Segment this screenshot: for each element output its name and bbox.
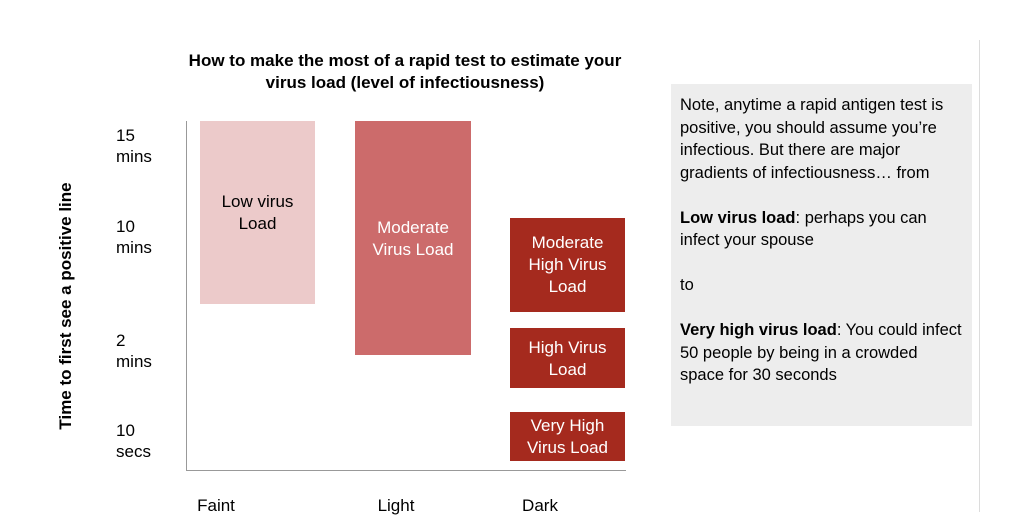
bar: High Virus Load (510, 328, 625, 388)
page-divider (979, 40, 980, 512)
y-tick-label: 10 secs (116, 421, 151, 461)
y-tick-label: 2 mins (116, 331, 152, 371)
y-axis-label: Time to first see a positive line (56, 182, 75, 430)
note-low-virus: Low virus load: perhaps you can infect y… (680, 207, 962, 252)
bar: Low virus Load (200, 121, 315, 304)
bar-label: Moderate High Virus Load (528, 233, 607, 296)
bar: Moderate Virus Load (355, 121, 471, 355)
bar-label: Very High Virus Load (527, 416, 608, 457)
note-low-bold: Low virus load (680, 208, 796, 227)
bar: Moderate High Virus Load (510, 218, 625, 312)
y-tick-label: 10 mins (116, 217, 152, 257)
bar-label: High Virus Load (528, 338, 607, 379)
note-low-rest: : perhaps you can infect your spouse (680, 208, 927, 250)
note-intro: Note, anytime a rapid antigen test is po… (680, 96, 944, 182)
y-axis-line (186, 121, 187, 471)
bar: Very High Virus Load (510, 412, 625, 461)
y-tick-label: 15 mins (116, 126, 152, 166)
note-high-rest: : You could infect 50 people by being in… (680, 321, 962, 384)
note-high-bold: Very high virus load (680, 321, 837, 339)
chart-title: How to make the most of a rapid test to … (188, 51, 622, 92)
bar-label: Moderate Virus Load (372, 218, 454, 259)
note-very-high-virus: Very high virus load: You could infect 5… (680, 319, 962, 387)
x-tick-label: Dark (522, 496, 558, 515)
x-axis-line (186, 470, 626, 471)
bar-label: Low virus Load (221, 192, 294, 233)
note-box: Note, anytime a rapid antigen test is po… (671, 84, 972, 426)
x-tick-label: Light (377, 496, 415, 515)
x-tick-label: Faint (197, 496, 235, 515)
note-to: to (680, 276, 694, 294)
